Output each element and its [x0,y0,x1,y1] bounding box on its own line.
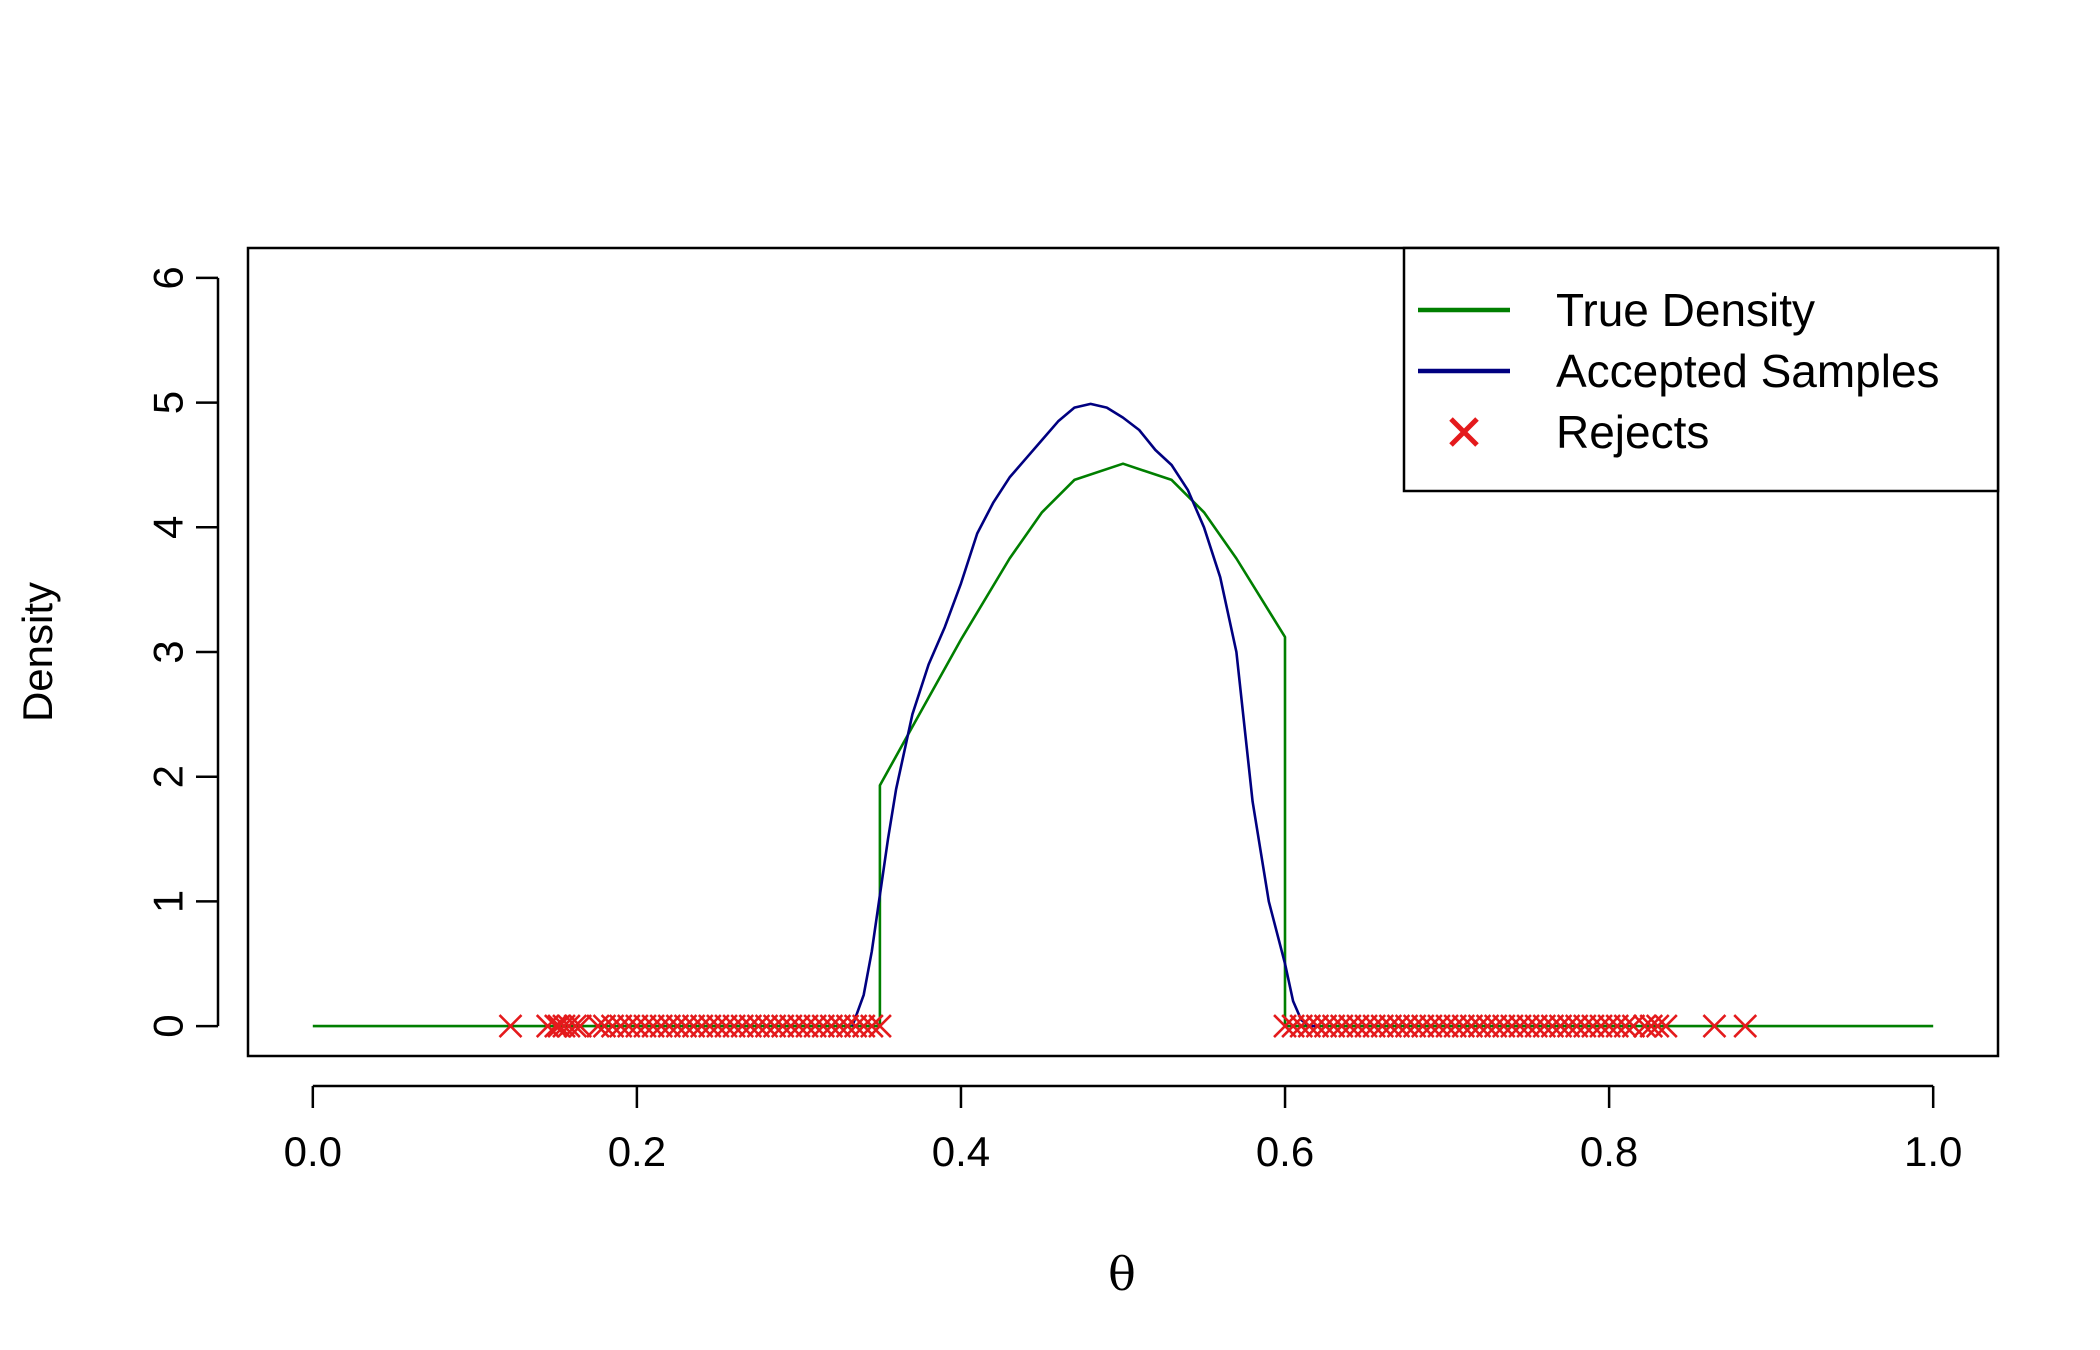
reject-point [1653,1014,1678,1038]
legend-swatch-rejects [1449,417,1479,447]
x-tick-label: 0.4 [932,1128,990,1175]
y-tick-label: 6 [145,266,192,289]
reject-point [868,1014,892,1038]
y-tick-label: 4 [145,516,192,539]
x-tick-label: 0.0 [284,1128,342,1175]
y-axis: 0 1 2 3 4 5 6 [145,266,220,1038]
legend-label-true-density: True Density [1556,284,1815,336]
x-tick-label: 0.2 [608,1128,666,1175]
x-tick-label: 0.8 [1580,1128,1638,1175]
x-axis: 0.0 0.2 0.4 0.6 0.8 1.0 [284,1084,1962,1175]
rejects-layer [498,1014,1758,1038]
reject-point [563,1014,588,1038]
y-tick-label: 1 [145,890,192,913]
series-line-true-density [312,462,1934,1028]
curves-layer [312,402,1934,1028]
reject-point [1733,1014,1758,1038]
y-axis-title: Density [14,582,61,722]
legend-label-rejects: Rejects [1556,406,1709,458]
y-tick-label: 3 [145,640,192,663]
plot-frame [246,246,2000,1058]
legend: True Density Accepted Samples Rejects [1402,246,2000,493]
x-tick-label: 1.0 [1904,1128,1962,1175]
reject-point [1702,1014,1727,1038]
reject-point [1613,1014,1638,1038]
series-line-accepted-samples [851,402,1318,1028]
reject-point [556,1014,581,1038]
reject-point [498,1014,523,1038]
y-tick-label: 0 [145,1014,192,1037]
x-axis-title: θ [1108,1247,1136,1301]
y-tick-label: 2 [145,765,192,788]
reject-point [568,1014,593,1038]
legend-label-accepted-samples: Accepted Samples [1556,345,1940,397]
reject-point [859,1014,884,1038]
x-tick-label: 0.6 [1256,1128,1314,1175]
reject-point [1621,1014,1646,1038]
y-tick-label: 5 [145,391,192,414]
reject-point [1645,1014,1670,1038]
